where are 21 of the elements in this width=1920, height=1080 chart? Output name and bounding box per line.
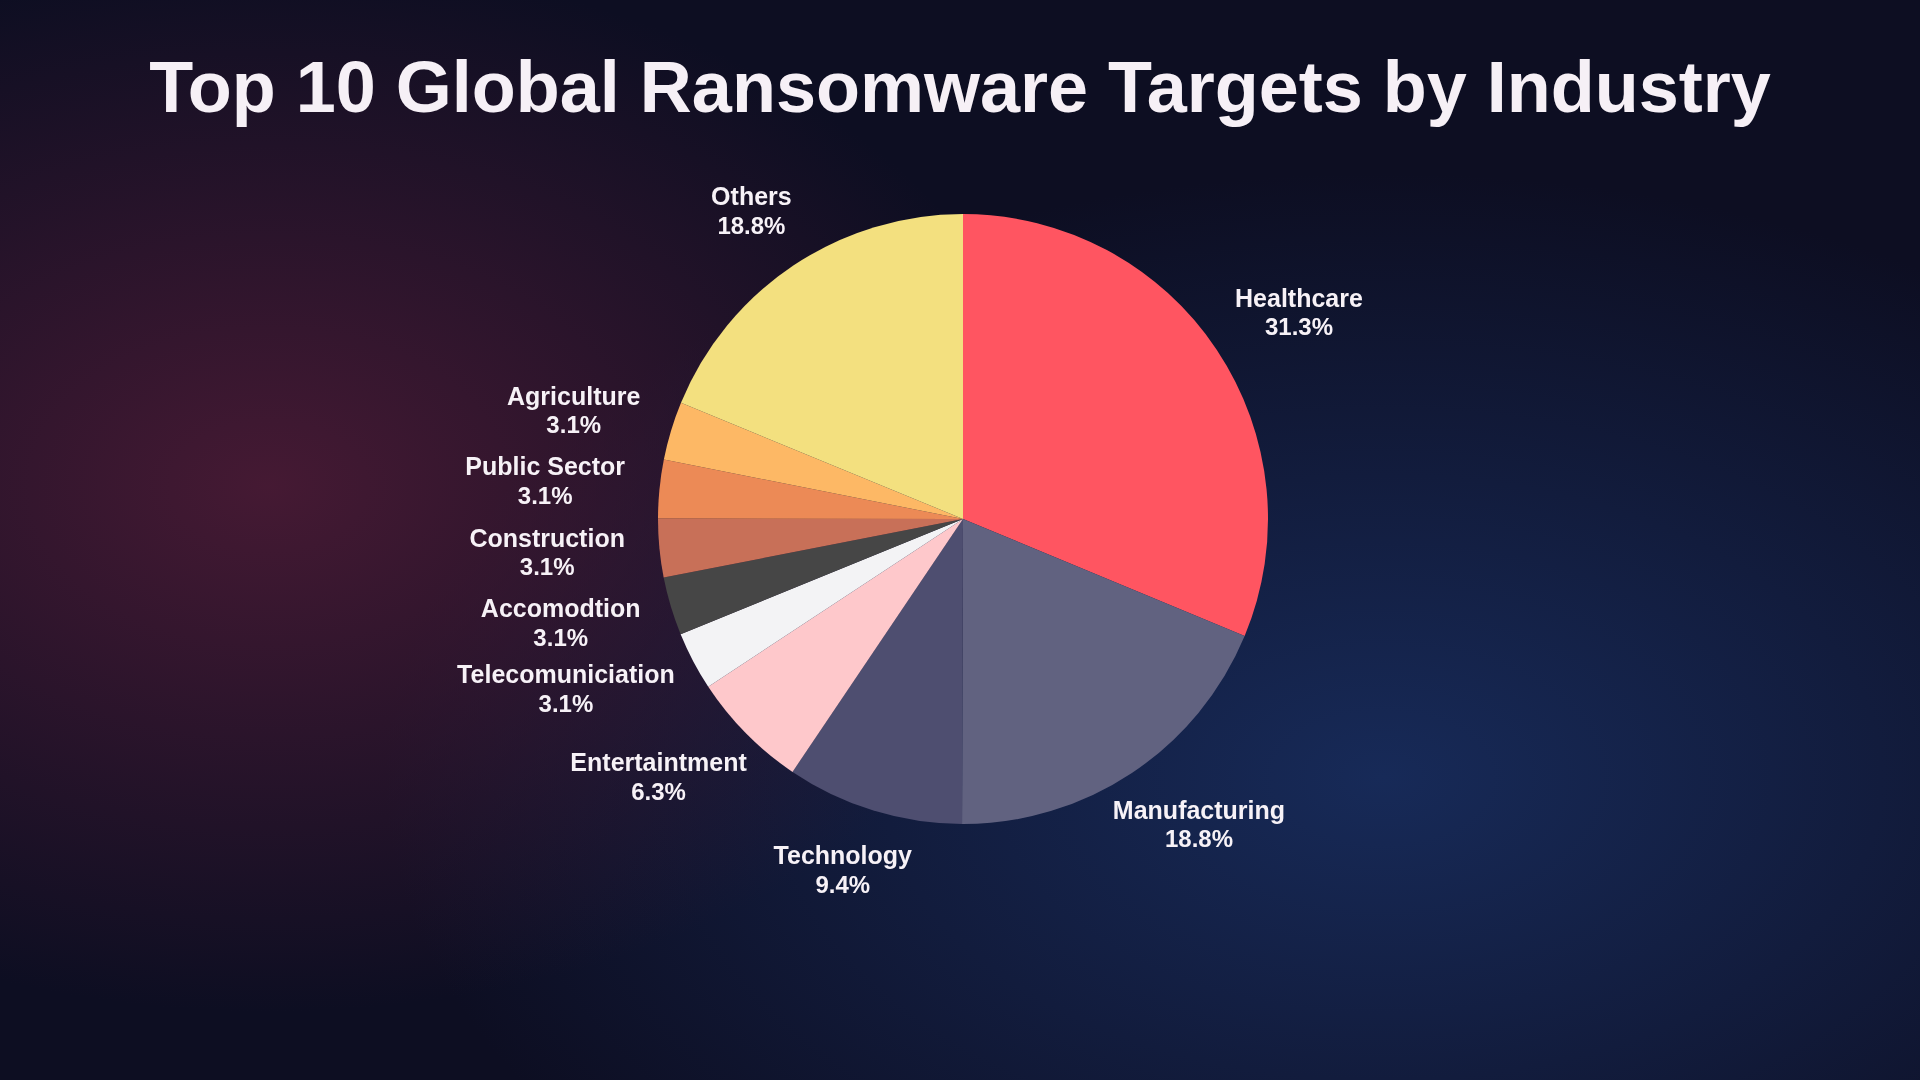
data-label: 18.8%	[1164, 825, 1233, 853]
data-label: 18.8%	[717, 211, 786, 239]
slice-label: Accomodtion	[480, 594, 641, 623]
data-label: 3.1%	[533, 623, 589, 651]
slice-label: Entertaintment	[570, 747, 748, 776]
slice-label: Technology	[773, 841, 913, 870]
data-label: 3.1%	[546, 411, 602, 439]
slice-label: Telecomuniciation	[457, 660, 675, 689]
data-label: 3.1%	[519, 553, 575, 581]
data-label: 31.3%	[1264, 313, 1334, 341]
slice-label: Agriculture	[507, 381, 641, 410]
data-label: 6.3%	[631, 777, 686, 805]
slice-label: Others	[711, 181, 792, 210]
data-label: 9.4%	[815, 870, 871, 898]
chart-title: Top 10 Global Ransomware Targets by Industry	[148, 46, 1772, 129]
data-label: 3.1%	[517, 481, 573, 509]
data-label: 3.1%	[538, 690, 594, 718]
slice-label: Construction	[469, 523, 625, 552]
slice-label: Manufacturing	[1112, 795, 1286, 824]
slice-label: Healthcare	[1235, 283, 1363, 312]
slice-label: Public Sector	[465, 451, 626, 480]
